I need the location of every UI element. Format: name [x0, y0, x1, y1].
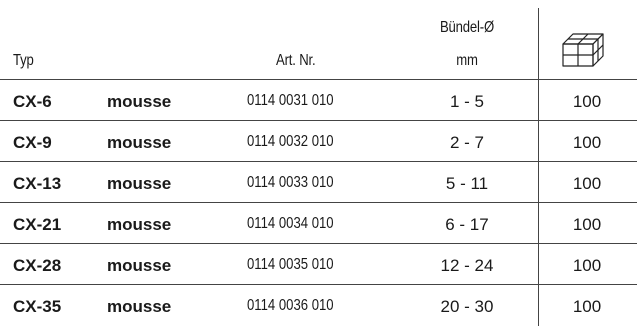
- cell-material: mousse: [107, 256, 172, 275]
- cell-typ: CX-13: [13, 174, 62, 193]
- cell-qty: 100: [572, 174, 602, 193]
- cell-qty: 100: [572, 92, 602, 111]
- cell-typ: CX-28: [13, 256, 62, 275]
- cell-diameter: 1 - 5: [449, 92, 485, 111]
- table-row: CX-13 mousse 0114 0033 010 5 - 11 100: [0, 164, 637, 202]
- cell-art-nr: 0114 0034 010: [247, 215, 334, 232]
- cell-typ: CX-9: [13, 133, 52, 152]
- header-typ: Typ: [13, 52, 34, 69]
- cell-art-nr: 0114 0031 010: [247, 92, 334, 109]
- cell-qty: 100: [572, 297, 602, 316]
- row-rule: [0, 161, 637, 162]
- cell-art-nr: 0114 0032 010: [247, 133, 334, 150]
- table-row: CX-28 mousse 0114 0035 010 12 - 24 100: [0, 246, 637, 284]
- cell-material: mousse: [107, 297, 172, 316]
- header-diameter: Bündel-Ø: [439, 19, 495, 36]
- header-diameter-unit: mm: [456, 52, 478, 69]
- cell-typ: CX-6: [13, 92, 52, 111]
- table-row: CX-6 mousse 0114 0031 010 1 - 5 100: [0, 82, 637, 120]
- cell-material: mousse: [107, 133, 172, 152]
- row-rule: [0, 120, 637, 121]
- column-divider: [538, 8, 539, 326]
- cell-diameter: 2 - 7: [449, 133, 485, 152]
- cell-material: mousse: [107, 174, 172, 193]
- box-icon: [562, 33, 604, 67]
- cell-diameter: 12 - 24: [440, 256, 494, 275]
- cell-diameter: 5 - 11: [445, 174, 489, 193]
- cell-art-nr: 0114 0033 010: [247, 174, 334, 191]
- cell-typ: CX-21: [13, 215, 62, 234]
- table-row: CX-35 mousse 0114 0036 010 20 - 30 100: [0, 287, 637, 325]
- table-row: CX-9 mousse 0114 0032 010 2 - 7 100: [0, 123, 637, 161]
- cell-art-nr: 0114 0035 010: [247, 256, 334, 273]
- cell-qty: 100: [572, 215, 602, 234]
- cell-qty: 100: [572, 256, 602, 275]
- row-rule: [0, 243, 637, 244]
- cell-material: mousse: [107, 92, 172, 111]
- row-rule: [0, 202, 637, 203]
- table-row: CX-21 mousse 0114 0034 010 6 - 17 100: [0, 205, 637, 243]
- row-rule: [0, 284, 637, 285]
- header-rule: [0, 79, 637, 80]
- header-art-nr: Art. Nr.: [276, 52, 316, 69]
- cell-qty: 100: [572, 133, 602, 152]
- cell-art-nr: 0114 0036 010: [247, 297, 334, 314]
- cell-diameter: 6 - 17: [445, 215, 489, 234]
- cell-material: mousse: [107, 215, 172, 234]
- cell-typ: CX-35: [13, 297, 62, 316]
- cell-diameter: 20 - 30: [440, 297, 494, 316]
